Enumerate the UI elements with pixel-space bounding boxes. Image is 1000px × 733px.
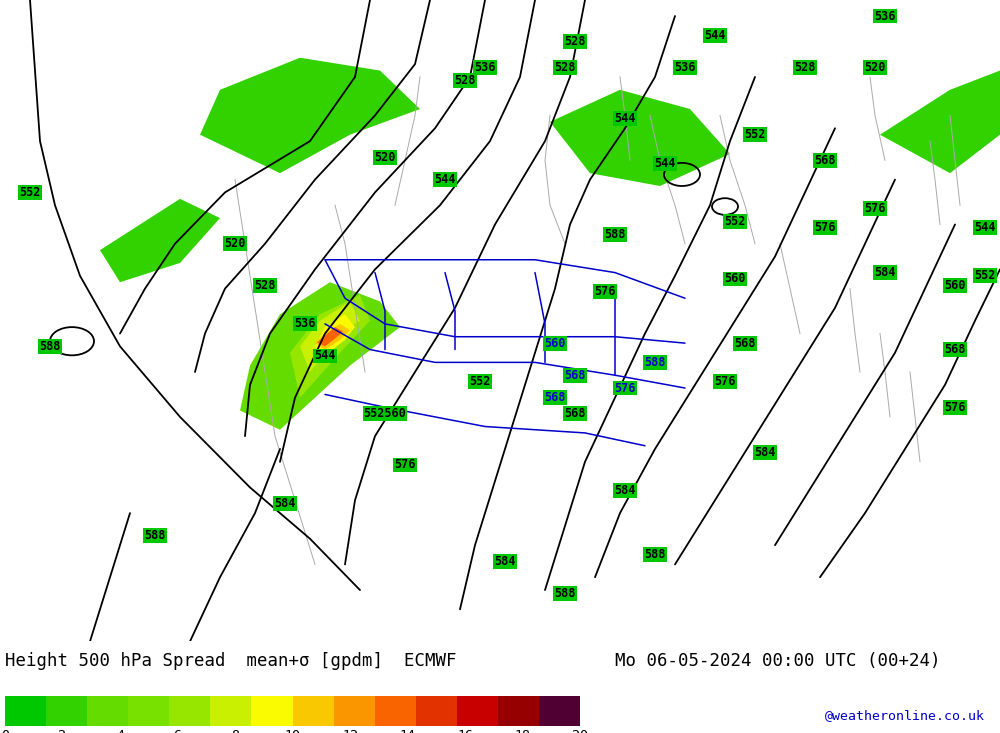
Text: 568: 568 [564,369,586,382]
Text: 536: 536 [874,10,896,23]
Text: 536: 536 [674,61,696,74]
Text: 520: 520 [374,151,396,163]
Text: 552: 552 [744,128,766,141]
Text: 584: 584 [614,485,636,497]
Text: 568: 568 [944,343,966,356]
Text: 584: 584 [494,555,516,567]
Text: 6: 6 [174,729,182,733]
Text: Mo 06-05-2024 00:00 UTC (00+24): Mo 06-05-2024 00:00 UTC (00+24) [615,652,940,671]
FancyBboxPatch shape [5,696,46,726]
Text: 528: 528 [564,35,586,48]
Text: 588: 588 [644,356,666,369]
FancyBboxPatch shape [416,696,457,726]
Text: 560: 560 [724,273,746,285]
Text: 552: 552 [974,269,996,282]
Text: 544: 544 [974,221,996,234]
Text: 0: 0 [1,729,9,733]
Text: 520: 520 [224,237,246,250]
Text: 552: 552 [19,186,41,199]
Text: 544: 544 [434,173,456,186]
Text: 588: 588 [39,340,61,353]
Text: 552: 552 [724,215,746,228]
Text: 544: 544 [314,350,336,362]
Text: 576: 576 [614,382,636,394]
Text: 576: 576 [394,459,416,471]
Text: 576: 576 [864,202,886,215]
Text: 584: 584 [274,497,296,510]
Text: 568: 568 [814,154,836,167]
Text: 576: 576 [814,221,836,234]
Text: 536: 536 [474,61,496,74]
Text: 520: 520 [864,61,886,74]
Text: Height 500 hPa Spread  mean+σ [gpdm]  ECMWF: Height 500 hPa Spread mean+σ [gpdm] ECMW… [5,652,456,671]
Text: 14: 14 [400,729,416,733]
FancyBboxPatch shape [128,696,169,726]
Polygon shape [315,324,350,350]
Text: @weatheronline.co.uk: @weatheronline.co.uk [825,709,985,722]
FancyBboxPatch shape [46,696,87,726]
Text: 536: 536 [294,317,316,331]
FancyBboxPatch shape [334,696,375,726]
Text: 560: 560 [544,336,566,350]
Text: 552560: 552560 [364,408,406,420]
Text: 584: 584 [754,446,776,459]
Text: 552: 552 [469,375,491,388]
FancyBboxPatch shape [498,696,539,726]
Polygon shape [300,301,360,372]
Text: 18: 18 [514,729,530,733]
Text: 568: 568 [544,391,566,404]
Text: 544: 544 [614,112,636,125]
FancyBboxPatch shape [87,696,128,726]
Text: 588: 588 [604,228,626,240]
Text: 10: 10 [285,729,300,733]
Polygon shape [550,90,730,186]
FancyBboxPatch shape [292,696,334,726]
Text: 568: 568 [734,336,756,350]
Text: 584: 584 [874,266,896,279]
Polygon shape [880,70,1000,173]
Text: 576: 576 [714,375,736,388]
FancyBboxPatch shape [210,696,251,726]
Text: 8: 8 [231,729,239,733]
Text: 528: 528 [454,74,476,86]
Text: 576: 576 [944,401,966,413]
FancyBboxPatch shape [539,696,580,726]
Text: 2: 2 [58,729,66,733]
Text: 16: 16 [457,729,473,733]
Polygon shape [100,199,220,282]
Polygon shape [200,58,420,173]
Text: 588: 588 [144,529,166,542]
Text: 576: 576 [594,285,616,298]
Text: 544: 544 [704,29,726,42]
Text: 544: 544 [654,157,676,170]
Polygon shape [290,295,370,397]
Polygon shape [315,314,355,359]
Polygon shape [317,327,343,346]
FancyBboxPatch shape [375,696,416,726]
FancyBboxPatch shape [251,696,293,726]
Text: 528: 528 [554,61,576,74]
FancyBboxPatch shape [169,696,210,726]
Text: 12: 12 [342,729,358,733]
Text: 588: 588 [554,587,576,600]
FancyBboxPatch shape [457,696,498,726]
Text: 20: 20 [572,729,588,733]
Polygon shape [240,282,400,430]
Text: 560: 560 [944,279,966,292]
Text: 568: 568 [564,408,586,420]
Text: 4: 4 [116,729,124,733]
Text: 528: 528 [254,279,276,292]
Text: 588: 588 [644,548,666,561]
Text: 528: 528 [794,61,816,74]
